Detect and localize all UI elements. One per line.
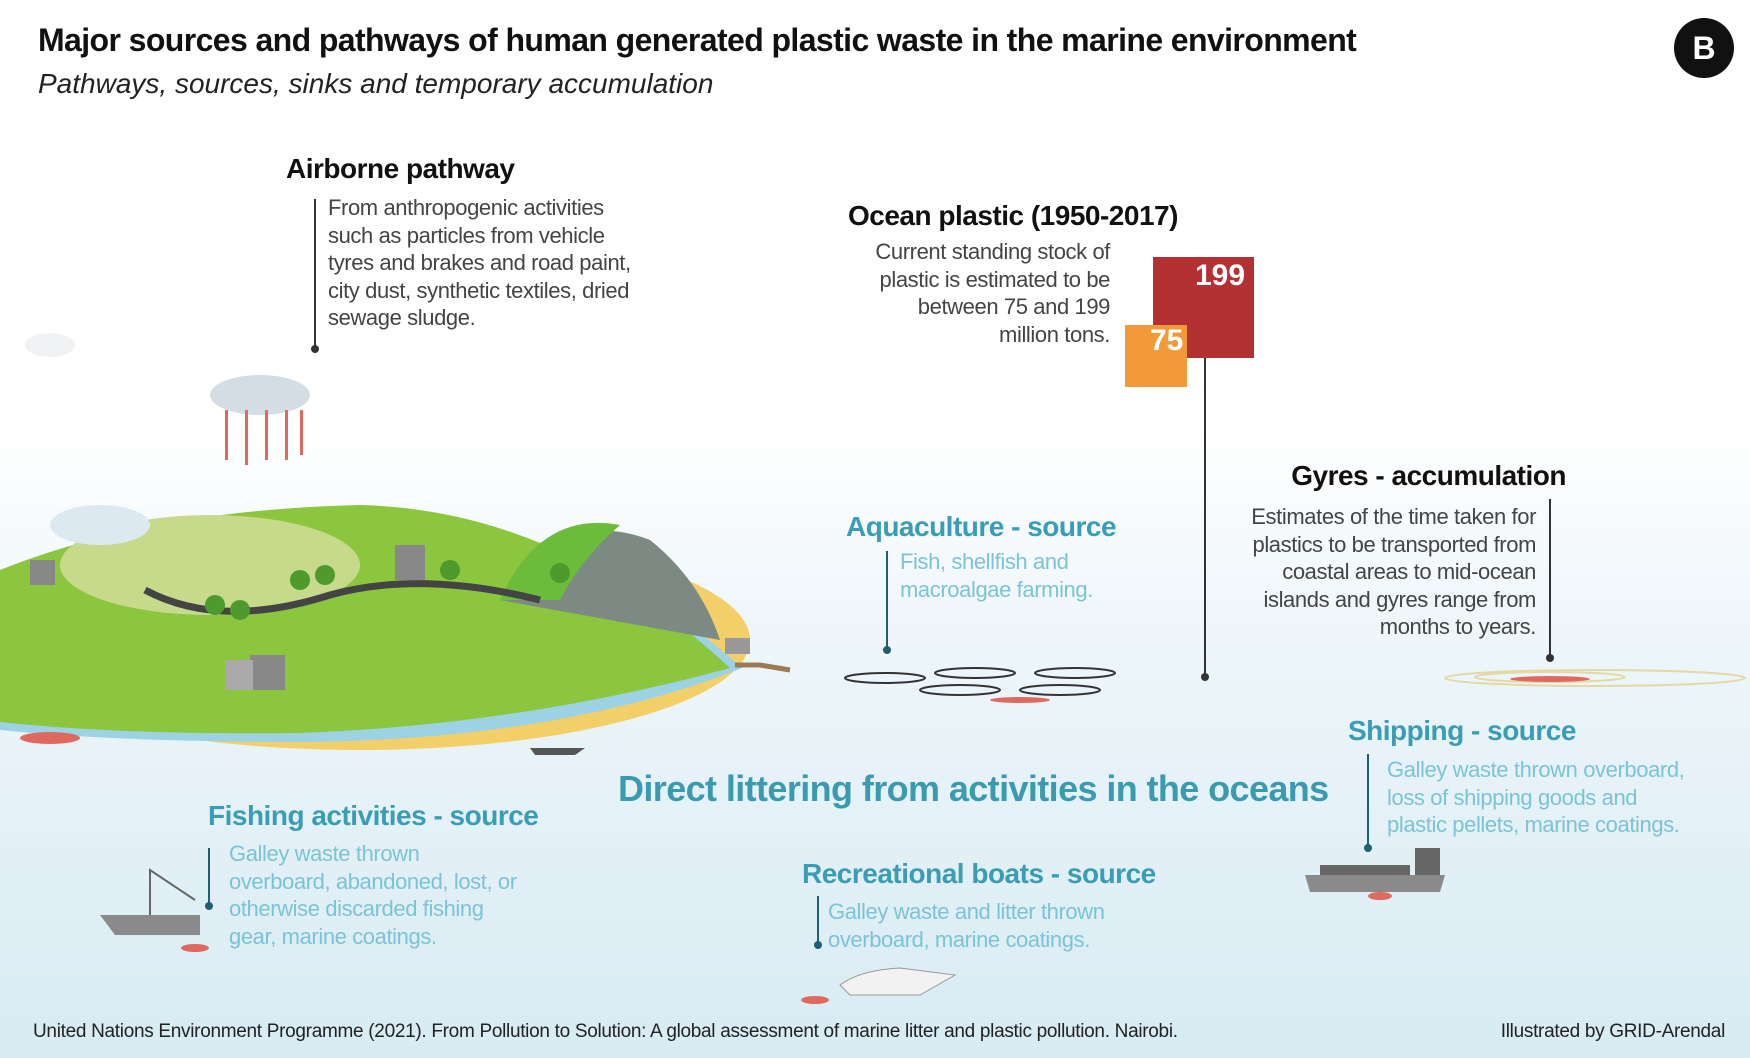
- hill: [60, 515, 360, 615]
- containers: [1320, 848, 1440, 875]
- fishing-text: Galley waste thrown overboard, abandoned…: [229, 841, 517, 949]
- teal-leader-lines: [208, 551, 1369, 945]
- badge-circle: [1674, 18, 1734, 78]
- outfall: [735, 662, 791, 673]
- gyres-text: Estimates of the time taken for plastics…: [1251, 504, 1536, 639]
- ocean-plastic-text: Current standing stock of plastic is est…: [875, 239, 1110, 347]
- leader-dots: [311, 345, 1554, 681]
- fishing-rig: [149, 868, 196, 915]
- fishing-title: Fishing activities - source: [208, 800, 539, 831]
- yacht: [839, 967, 957, 996]
- badge: B: [1692, 30, 1715, 66]
- leader-lines: [314, 199, 1551, 677]
- low-estimate-box: [1125, 325, 1187, 387]
- gyres-title: Gyres - accumulation: [1291, 460, 1566, 491]
- recreational-text: Galley waste and litter thrown overboard…: [828, 899, 1105, 952]
- ocean-plastic-title: Ocean plastic (1950-2017): [848, 200, 1178, 231]
- teal-leader-dots: [205, 646, 1372, 949]
- subtitle: Pathways, sources, sinks and temporary a…: [38, 68, 714, 99]
- aquaculture-rings: [844, 667, 1116, 696]
- credit: Illustrated by GRID-Arendal: [1500, 1021, 1726, 1042]
- rain-particles: [225, 410, 303, 465]
- small-boat: [530, 748, 585, 755]
- litter: [20, 697, 1392, 1004]
- citation: United Nations Environment Programme (20…: [33, 1021, 1178, 1042]
- aquaculture-text: Fish, shellfish and macroalgae farming.: [900, 549, 1093, 602]
- direct-littering: Direct littering from activities in the …: [618, 768, 1329, 809]
- gyre-particles: [1510, 676, 1590, 682]
- road: [143, 580, 541, 615]
- cloud: [25, 333, 310, 545]
- recreational-title: Recreational boats - source: [802, 858, 1156, 889]
- fishing-boat: [100, 915, 200, 935]
- low-estimate: 75: [1150, 324, 1184, 357]
- gyre: [1444, 669, 1746, 687]
- airborne-title: Airborne pathway: [286, 153, 515, 184]
- cargo-ship: [1305, 875, 1445, 892]
- shipping-text: Galley waste thrown overboard, loss of s…: [1387, 757, 1685, 837]
- high-estimate: 199: [1195, 259, 1246, 292]
- buildings: [30, 545, 425, 690]
- hill: [500, 522, 620, 600]
- aquaculture-title: Aquaculture - source: [846, 511, 1117, 542]
- airborne-text: From anthropogenic activities such as pa…: [328, 195, 631, 330]
- pipe: [725, 638, 750, 654]
- shipping-title: Shipping - source: [1348, 715, 1576, 746]
- title: Major sources and pathways of human gene…: [38, 22, 1357, 58]
- trees: [205, 560, 570, 620]
